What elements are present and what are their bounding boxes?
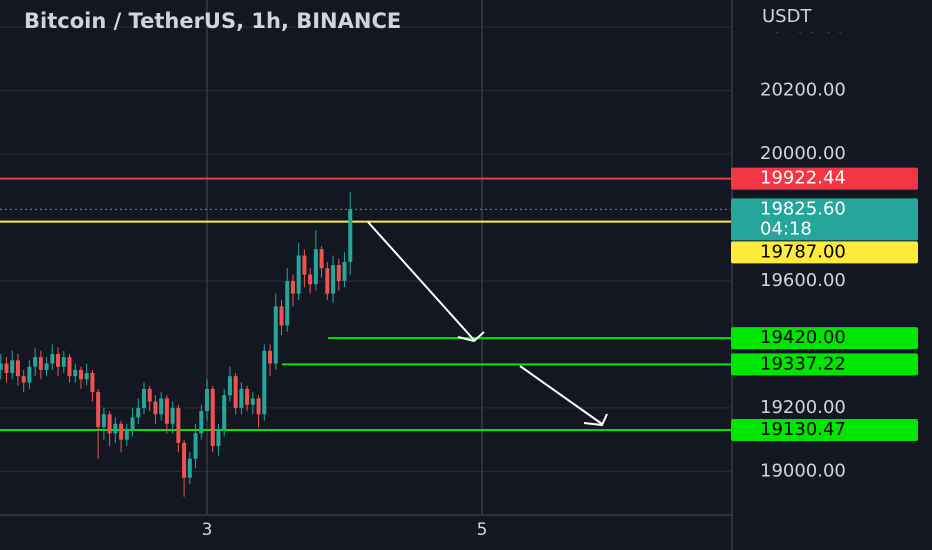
price-badge-label: 19787.00	[760, 241, 846, 262]
price-badge-label: 19922.44	[760, 168, 846, 189]
candle-body	[90, 373, 95, 393]
candle-body	[331, 265, 336, 294]
candle-body	[187, 458, 192, 478]
candle-body	[0, 363, 3, 370]
arrow-line	[519, 365, 603, 425]
candle-body	[147, 388, 152, 402]
candle-body	[222, 395, 227, 431]
candle-body	[342, 261, 347, 281]
candle-body	[4, 363, 9, 374]
price-badge	[731, 327, 918, 350]
price-badge-label: 19130.47	[760, 419, 846, 440]
chart-title: Bitcoin / TetherUS, 1h, BINANCE	[24, 9, 401, 33]
candle-body	[296, 255, 301, 294]
candle-body	[319, 249, 324, 269]
price-badge	[731, 167, 918, 190]
candle-body	[250, 398, 255, 405]
price-badge	[731, 198, 918, 241]
candle-body	[302, 255, 307, 275]
candle-body	[285, 280, 290, 326]
candle-body	[78, 369, 83, 380]
candle-body	[27, 366, 32, 383]
candle-body	[153, 401, 158, 415]
candle-body	[182, 442, 187, 478]
axis-label-backdrop	[740, 2, 890, 32]
candles	[0, 192, 353, 497]
candle-body	[15, 360, 20, 377]
candle-body	[170, 407, 175, 424]
candle-body	[193, 433, 198, 459]
candle-body	[141, 388, 146, 408]
candle-body	[50, 353, 55, 364]
arrow-line	[367, 221, 475, 341]
candle-body	[61, 357, 66, 367]
candle-body	[113, 423, 118, 434]
price-badge	[731, 353, 918, 376]
candle-body	[101, 414, 106, 427]
candle-body	[245, 388, 250, 405]
candle-body	[273, 306, 278, 364]
candle-body	[33, 357, 38, 367]
candle-body	[84, 373, 89, 380]
y-tick-label: 19000.00	[760, 460, 846, 481]
arrow-head	[457, 331, 485, 343]
price-badge-label: 19420.00	[760, 327, 846, 348]
candle-body	[73, 369, 78, 377]
price-badge	[731, 419, 918, 442]
candle-body	[348, 209, 353, 262]
axis-label: USDT	[762, 6, 812, 27]
candle-body	[227, 376, 232, 396]
candle-body	[313, 249, 318, 285]
candle-body	[325, 268, 330, 294]
candle-body	[256, 398, 261, 415]
annotation-arrows	[367, 221, 608, 427]
candle-body	[308, 274, 313, 285]
candle-body	[107, 414, 112, 434]
candle-body	[159, 398, 164, 415]
price-badge	[731, 241, 918, 264]
candle-body	[290, 280, 295, 294]
candle-body	[44, 363, 49, 370]
candle-body	[130, 417, 135, 431]
price-axis-panel	[732, 0, 932, 550]
candle-body	[56, 353, 61, 367]
candle-body	[210, 388, 215, 447]
candle-body	[164, 398, 169, 424]
candle-body	[96, 392, 101, 427]
x-tick-label: 5	[477, 520, 488, 540]
price-badge-label: 19337.22	[760, 353, 846, 374]
y-tick-label: 19200.00	[760, 397, 846, 418]
candle-body	[119, 423, 124, 440]
candle-body	[336, 265, 341, 281]
countdown-label: 04:18	[760, 218, 812, 239]
candle-body	[279, 306, 284, 326]
candle-body	[67, 357, 72, 377]
candle-body	[233, 376, 238, 408]
candle-body	[205, 388, 210, 412]
y-tick-label: 19600.00	[760, 270, 846, 291]
candle-body	[262, 350, 267, 415]
price-badge-label: 19825.60	[760, 198, 846, 219]
arrow-head	[583, 413, 608, 427]
candle-body	[136, 407, 141, 418]
candle-body	[21, 376, 26, 383]
candle-body	[239, 388, 244, 408]
candle-body	[268, 350, 273, 364]
candle-body	[199, 411, 204, 434]
y-tick-label: 20000.00	[760, 143, 846, 164]
candle-body	[216, 430, 221, 447]
candle-body	[124, 430, 129, 440]
y-tick-label: 20200.00	[760, 79, 846, 100]
x-tick-label: 3	[202, 520, 213, 540]
candle-body	[38, 357, 43, 370]
levels	[0, 177, 732, 432]
candle-body	[176, 407, 181, 443]
candle-body	[10, 360, 15, 374]
